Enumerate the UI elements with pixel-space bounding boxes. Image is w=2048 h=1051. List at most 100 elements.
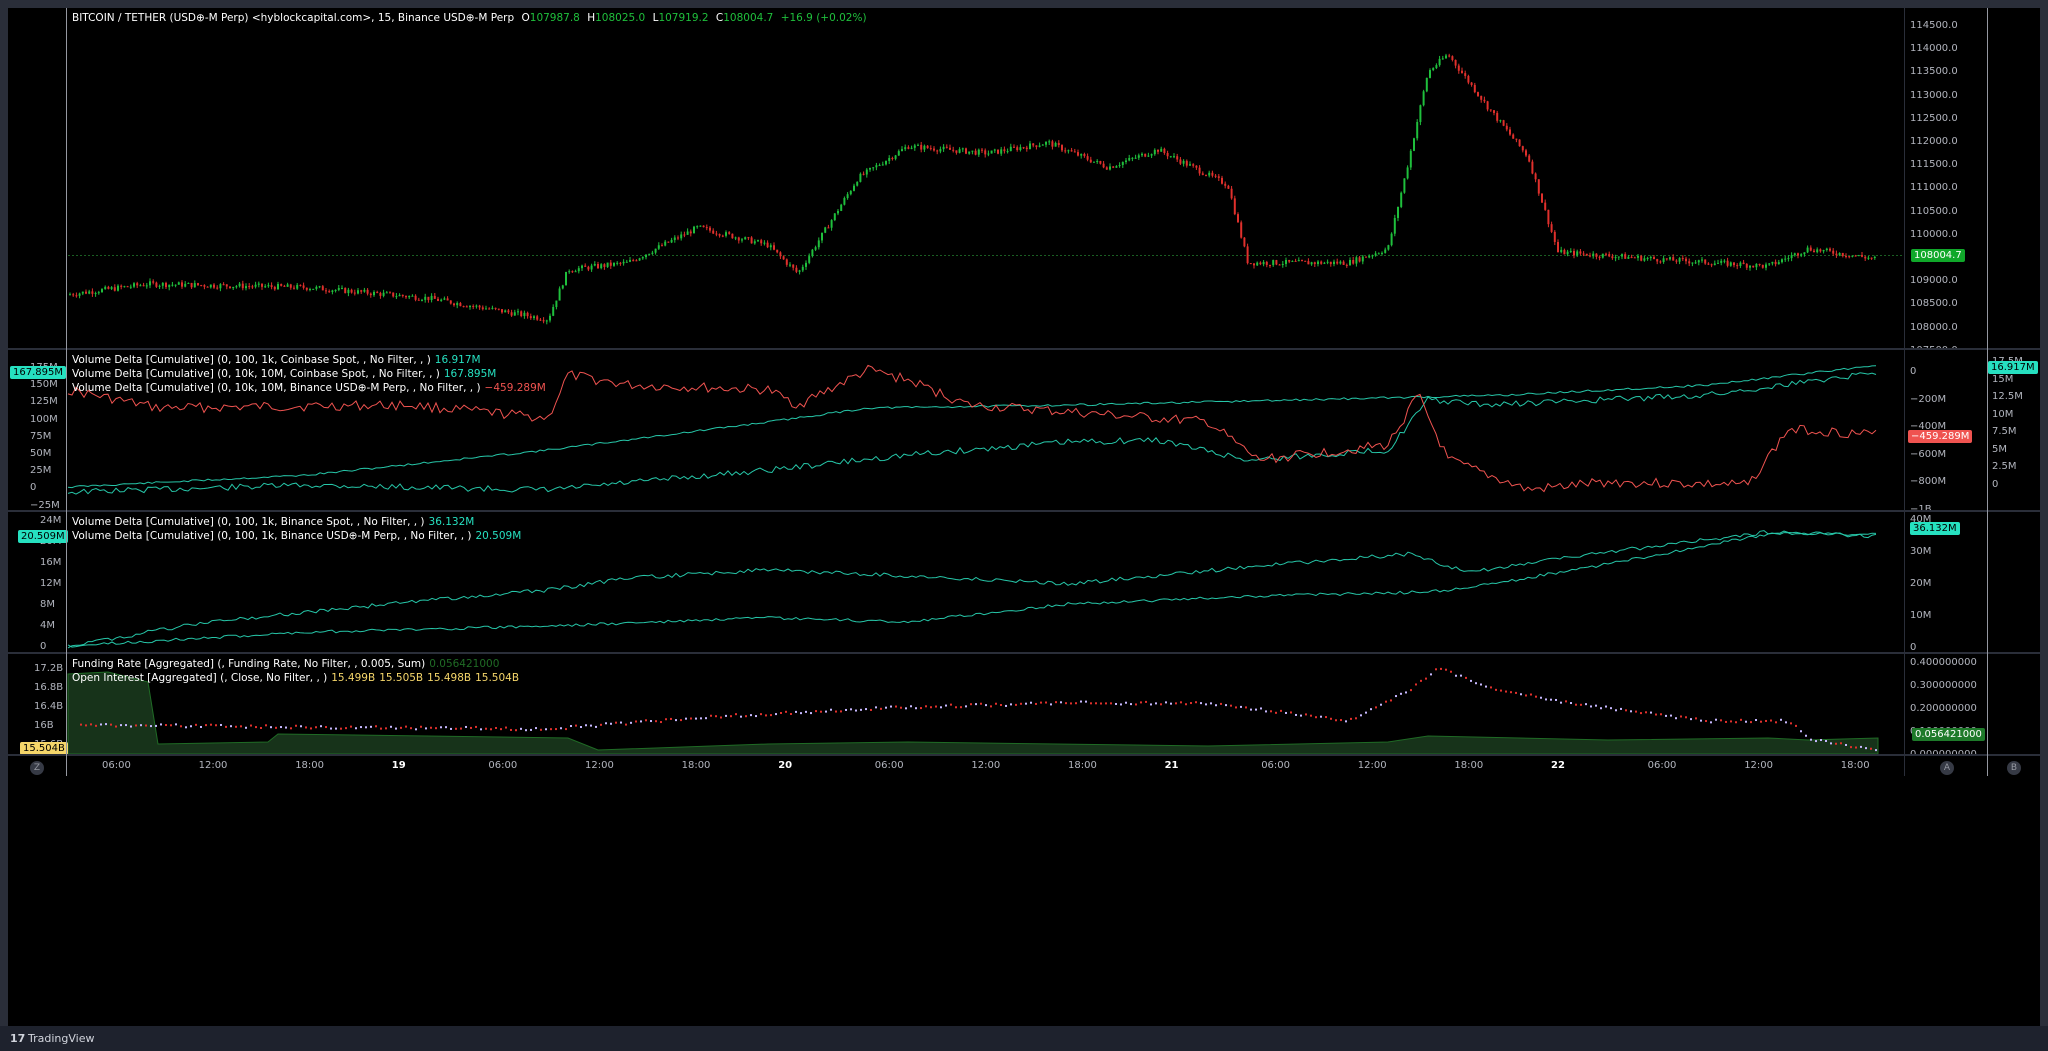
pane-separator[interactable] (8, 510, 2040, 512)
candle-body (1131, 157, 1134, 159)
time-axis[interactable]: 06:00 12:00 18:00 19 06:00 12:00 18:00 20 06:00 1… (8, 756, 2040, 776)
candle-body (1691, 262, 1694, 264)
axis-tick-label: 15M (1992, 373, 2014, 385)
close-value: 108004.7 (723, 12, 774, 24)
open-interest-mark (280, 726, 282, 729)
candle-body (379, 292, 382, 296)
axis-tick-label: 50M (30, 448, 52, 459)
badge-b[interactable]: B (2007, 761, 2021, 775)
candle-body (1678, 258, 1681, 262)
open-interest-mark (1225, 704, 1227, 707)
candle-body (1029, 143, 1031, 150)
candle-body (568, 271, 571, 273)
axis-tick-label: 0.400000000 (1910, 657, 1977, 668)
candle-body (1019, 147, 1022, 151)
candle-body (878, 165, 881, 167)
candle-body (1297, 260, 1300, 262)
vd1-legend-1-text[interactable]: Volume Delta [Cumulative] (0, 100, 1k, C… (72, 354, 431, 366)
open-interest-mark (1210, 702, 1212, 705)
candle-body (955, 150, 958, 153)
candle-body (1694, 262, 1697, 264)
open-interest-mark (1080, 700, 1082, 703)
brand-name[interactable]: TradingView (28, 1032, 95, 1045)
candle-body (1134, 157, 1137, 159)
candle-body (1771, 261, 1774, 264)
time-tick-label: 18:00 (1454, 760, 1484, 771)
open-interest-mark (1400, 692, 1402, 695)
funding-oi-pane[interactable]: Funding Rate [Aggregated] (, Funding Rat… (8, 654, 2040, 760)
open-interest-mark (1445, 668, 1447, 671)
candle-body (1435, 65, 1438, 69)
candle-body (155, 282, 158, 287)
candle-body (469, 305, 471, 308)
vd1-legend-3-value: −459.289M (484, 382, 546, 394)
open-interest-mark (1305, 713, 1307, 716)
time-tick-label: 12:00 (971, 760, 1001, 771)
candle-body (731, 233, 734, 239)
open-interest-mark (1215, 704, 1217, 707)
vd2-legend-1-text[interactable]: Volume Delta [Cumulative] (0, 100, 1k, B… (72, 516, 425, 528)
symbol-title[interactable]: BITCOIN / TETHER (USD⊕-M Perp) <hyblockc… (72, 12, 515, 24)
open-interest-mark (985, 704, 987, 707)
fr-legend-1-text[interactable]: Funding Rate [Aggregated] (, Funding Rat… (72, 658, 426, 670)
candle-body (389, 292, 391, 294)
pane-separator[interactable] (8, 348, 2040, 350)
open-interest-mark (335, 727, 337, 730)
tradingview-logo-icon[interactable]: 17 (10, 1032, 26, 1045)
volume-delta-pane-2[interactable]: Volume Delta [Cumulative] (0, 100, 1k, B… (8, 512, 2040, 653)
axis-tick-label: 30M (1910, 546, 1932, 557)
candle-body (1662, 258, 1665, 263)
price-pane[interactable]: BITCOIN / TETHER (USD⊕-M Perp) <hyblockc… (8, 8, 2040, 449)
open-interest-mark (1560, 701, 1562, 704)
candle-body (449, 300, 452, 304)
candle-body (1323, 262, 1326, 264)
candle-body (942, 146, 945, 150)
candle-body (741, 239, 743, 241)
candle-body (1867, 257, 1870, 259)
candle-body (1265, 261, 1268, 265)
open-interest-mark (545, 728, 547, 731)
open-interest-mark (1295, 713, 1297, 716)
open-interest-mark (675, 719, 677, 722)
vd1-legend-2-text[interactable]: Volume Delta [Cumulative] (0, 10k, 10M, … (72, 368, 440, 380)
badge-a[interactable]: A (1940, 761, 1954, 775)
open-interest-mark (535, 727, 537, 730)
candle-body (1781, 259, 1783, 263)
badge-z[interactable]: Z (30, 761, 44, 775)
candle-body (1320, 261, 1323, 264)
candle-body (273, 286, 276, 290)
candle-body (1809, 247, 1812, 251)
volume-delta-pane-1[interactable]: Volume Delta [Cumulative] (0, 100, 1k, C… (8, 350, 2040, 515)
axis-tick-label: 10M (1992, 408, 2014, 420)
candle-body (1713, 263, 1716, 266)
candle-body (1278, 264, 1281, 266)
candle-body (1179, 159, 1182, 164)
candle-body (1269, 264, 1271, 266)
open-interest-mark (1065, 702, 1067, 705)
vd2-legend-2-text[interactable]: Volume Delta [Cumulative] (0, 100, 1k, B… (72, 530, 472, 542)
axis-tick-label: 0 (30, 482, 37, 494)
time-tick-label: 06:00 (488, 760, 518, 771)
candle-body (577, 268, 580, 272)
pane-separator[interactable] (8, 652, 2040, 654)
candle-body (1640, 255, 1643, 261)
open-interest-mark (405, 725, 407, 728)
candle-body (145, 285, 148, 287)
open-interest-mark (215, 724, 217, 727)
candle-body (229, 286, 231, 289)
open-interest-mark (930, 706, 932, 709)
candle-body (1339, 261, 1342, 264)
candle-body (1192, 164, 1195, 166)
pane-separator[interactable] (8, 754, 2040, 756)
open-interest-mark (1790, 722, 1792, 725)
fr-legend-2-text[interactable]: Open Interest [Aggregated] (, Close, No … (72, 672, 328, 684)
vd1-legend-3-text[interactable]: Volume Delta [Cumulative] (0, 10k, 10M, … (72, 382, 481, 394)
candle-body (1294, 260, 1297, 262)
open-interest-mark (245, 726, 247, 729)
open-interest-mark (360, 726, 362, 729)
open-interest-mark (430, 726, 432, 729)
candle-body (1083, 153, 1086, 157)
candle-body (366, 289, 369, 294)
open-interest-mark (140, 724, 142, 727)
candle-body (981, 149, 983, 151)
